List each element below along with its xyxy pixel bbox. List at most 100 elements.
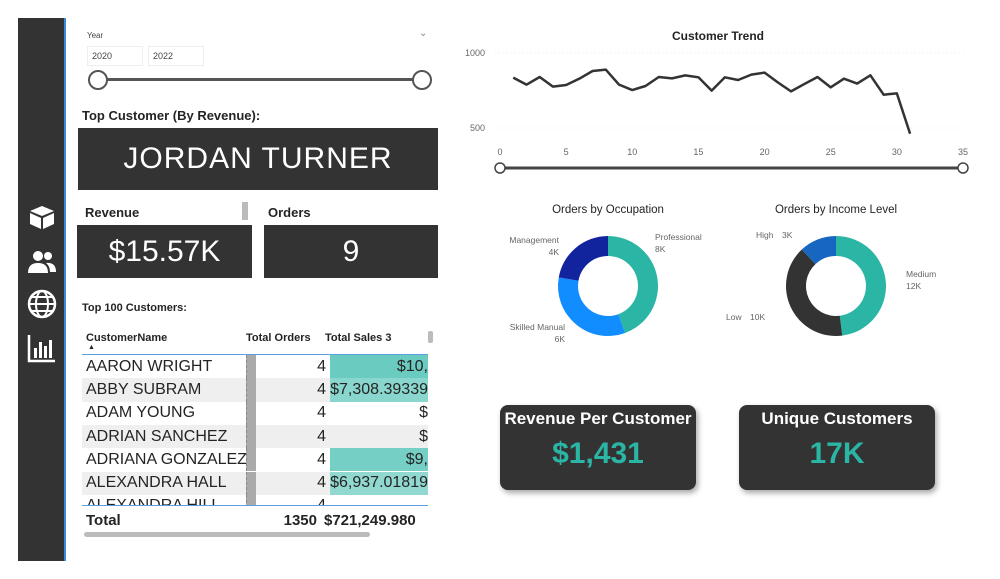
table-row[interactable]: ADRIANA GONZALEZ 4 $9, <box>82 448 428 472</box>
year-slider-start-handle[interactable] <box>88 70 108 90</box>
x-tick-label: 25 <box>826 147 836 157</box>
year-slider-track[interactable] <box>98 78 422 81</box>
x-tick-label: 35 <box>958 147 968 157</box>
chart-title: Orders by Occupation <box>552 204 664 216</box>
donut-slice[interactable] <box>558 277 626 336</box>
total-orders: 4 <box>256 401 330 425</box>
orders-label: Orders <box>268 205 311 220</box>
orders-by-occupation-chart: Orders by Occupation Professional 8K Skille… <box>509 204 702 344</box>
kpi-label: Unique Customers <box>761 409 913 428</box>
column-header-total-sales[interactable]: Total Sales 3 <box>325 332 392 344</box>
total-sales <box>330 494 428 505</box>
y-tick-label: 500 <box>470 123 485 133</box>
y-tick-label: 1000 <box>465 48 485 58</box>
sort-ascending-icon: ▲ <box>88 344 95 351</box>
customer-name: ADRIANA GONZALEZ <box>82 448 246 472</box>
table-row[interactable]: ALEXANDRA HALL 4 $6,937.01819 <box>82 471 428 495</box>
trend-line <box>512 68 912 135</box>
total-orders: 4 <box>256 424 330 449</box>
range-slider-end-handle[interactable] <box>957 162 969 174</box>
kpi-label: Revenue Per Customer <box>504 409 692 428</box>
revenue-value: $15.57K <box>77 225 252 278</box>
year-start-input[interactable]: 2020 <box>87 46 143 66</box>
total-sales: $6,937.01819 <box>330 471 428 495</box>
users-icon[interactable] <box>26 246 58 278</box>
table-title: Top 100 Customers: <box>82 302 187 314</box>
x-tick-label: 0 <box>497 147 502 157</box>
total-orders: 4 <box>256 448 330 472</box>
slice-value-label: 4K <box>549 247 560 257</box>
donut-slice[interactable] <box>801 236 836 265</box>
total-orders: 1350 <box>283 512 317 529</box>
top-customer-label: Top Customer (By Revenue): <box>82 108 261 123</box>
chart-title: Customer Trend <box>672 29 764 43</box>
x-tick-label: 20 <box>760 147 770 157</box>
total-sales: $ <box>330 401 428 425</box>
customer-name: ALEXANDRA HALL <box>82 471 246 495</box>
bar-chart-icon[interactable] <box>26 332 58 364</box>
slice-label: Skilled Manual <box>510 322 565 332</box>
total-orders: 4 <box>256 378 330 402</box>
slice-label: Medium <box>906 269 936 279</box>
range-slider-start-handle[interactable] <box>494 162 506 174</box>
total-sales: $9, <box>330 448 428 472</box>
customer-trend-chart: Customer Trend 500 1000 0 5 10 15 20 25 30 35 <box>465 29 969 174</box>
orders-by-income-chart: Orders by Income Level Medium 12K Low 10K Hig… <box>726 204 936 336</box>
donut-slice[interactable] <box>786 249 843 336</box>
chart-title: Orders by Income Level <box>775 204 897 216</box>
donut-slice[interactable] <box>608 236 658 333</box>
orders-value: 9 <box>264 225 438 278</box>
data-bar <box>246 355 256 379</box>
donut-slice[interactable] <box>836 236 886 336</box>
box-icon[interactable] <box>26 201 58 233</box>
slice-label: Professional <box>655 232 702 242</box>
year-filter-label: Year <box>87 31 104 40</box>
customer-name: ALEXANDRA HILL <box>82 494 246 505</box>
column-header-customername[interactable]: CustomerName <box>86 332 168 344</box>
total-orders: 4 <box>256 494 330 505</box>
slice-value-label: 10K <box>750 312 765 322</box>
revenue-label: Revenue <box>85 205 140 220</box>
chevron-down-icon[interactable]: ⌄ <box>419 28 428 39</box>
data-bar <box>246 448 256 472</box>
column-header-total-orders[interactable]: Total Orders <box>246 332 311 344</box>
kpi-value: 17K <box>809 437 865 470</box>
total-orders: 4 <box>256 355 330 379</box>
scrollbar[interactable] <box>242 202 248 220</box>
customers-table: CustomerName ▲ Total Orders Total Sales … <box>82 330 433 540</box>
data-bar <box>246 424 256 449</box>
slice-value-label: 8K <box>655 244 666 254</box>
customer-name: ABBY SUBRAM <box>82 378 246 402</box>
slice-label: Low <box>726 312 742 322</box>
slice-label: High <box>756 230 774 240</box>
data-bar <box>246 401 256 425</box>
slice-label: Management <box>509 235 559 245</box>
donut-slice[interactable] <box>558 236 608 281</box>
slice-value-label: 3K <box>782 230 793 240</box>
table-row[interactable]: AARON WRIGHT 4 $10, <box>82 355 428 379</box>
customer-name: AARON WRIGHT <box>82 355 246 379</box>
total-sales: $721,249.980 <box>324 512 416 529</box>
total-label: Total <box>86 512 121 529</box>
top-customer-name: JORDAN TURNER <box>78 128 438 190</box>
slice-value-label: 12K <box>906 281 921 291</box>
globe-icon[interactable] <box>26 288 58 320</box>
year-slider-end-handle[interactable] <box>412 70 432 90</box>
vertical-scrollbar[interactable] <box>428 331 433 343</box>
table-row[interactable]: ABBY SUBRAM 4 $7,308.39339 <box>82 378 428 402</box>
total-orders: 4 <box>256 471 330 495</box>
customer-name: ADRIAN SANCHEZ <box>82 424 246 449</box>
x-tick-label: 15 <box>693 147 703 157</box>
table-row[interactable]: ADAM YOUNG 4 $ <box>82 401 428 425</box>
customer-name: ADAM YOUNG <box>82 401 246 425</box>
year-end-input[interactable]: 2022 <box>148 46 204 66</box>
horizontal-scrollbar[interactable] <box>84 532 370 537</box>
table-row[interactable]: ALEXANDRA HILL 4 <box>82 494 428 505</box>
x-tick-label: 10 <box>627 147 637 157</box>
sidebar <box>18 18 66 561</box>
total-sales: $10, <box>330 355 428 379</box>
kpi-card-unique-customers: Unique Customers 17K <box>739 405 935 490</box>
data-bar <box>246 471 256 495</box>
data-bar <box>246 378 256 402</box>
table-row[interactable]: ADRIAN SANCHEZ 4 $ <box>82 424 428 449</box>
